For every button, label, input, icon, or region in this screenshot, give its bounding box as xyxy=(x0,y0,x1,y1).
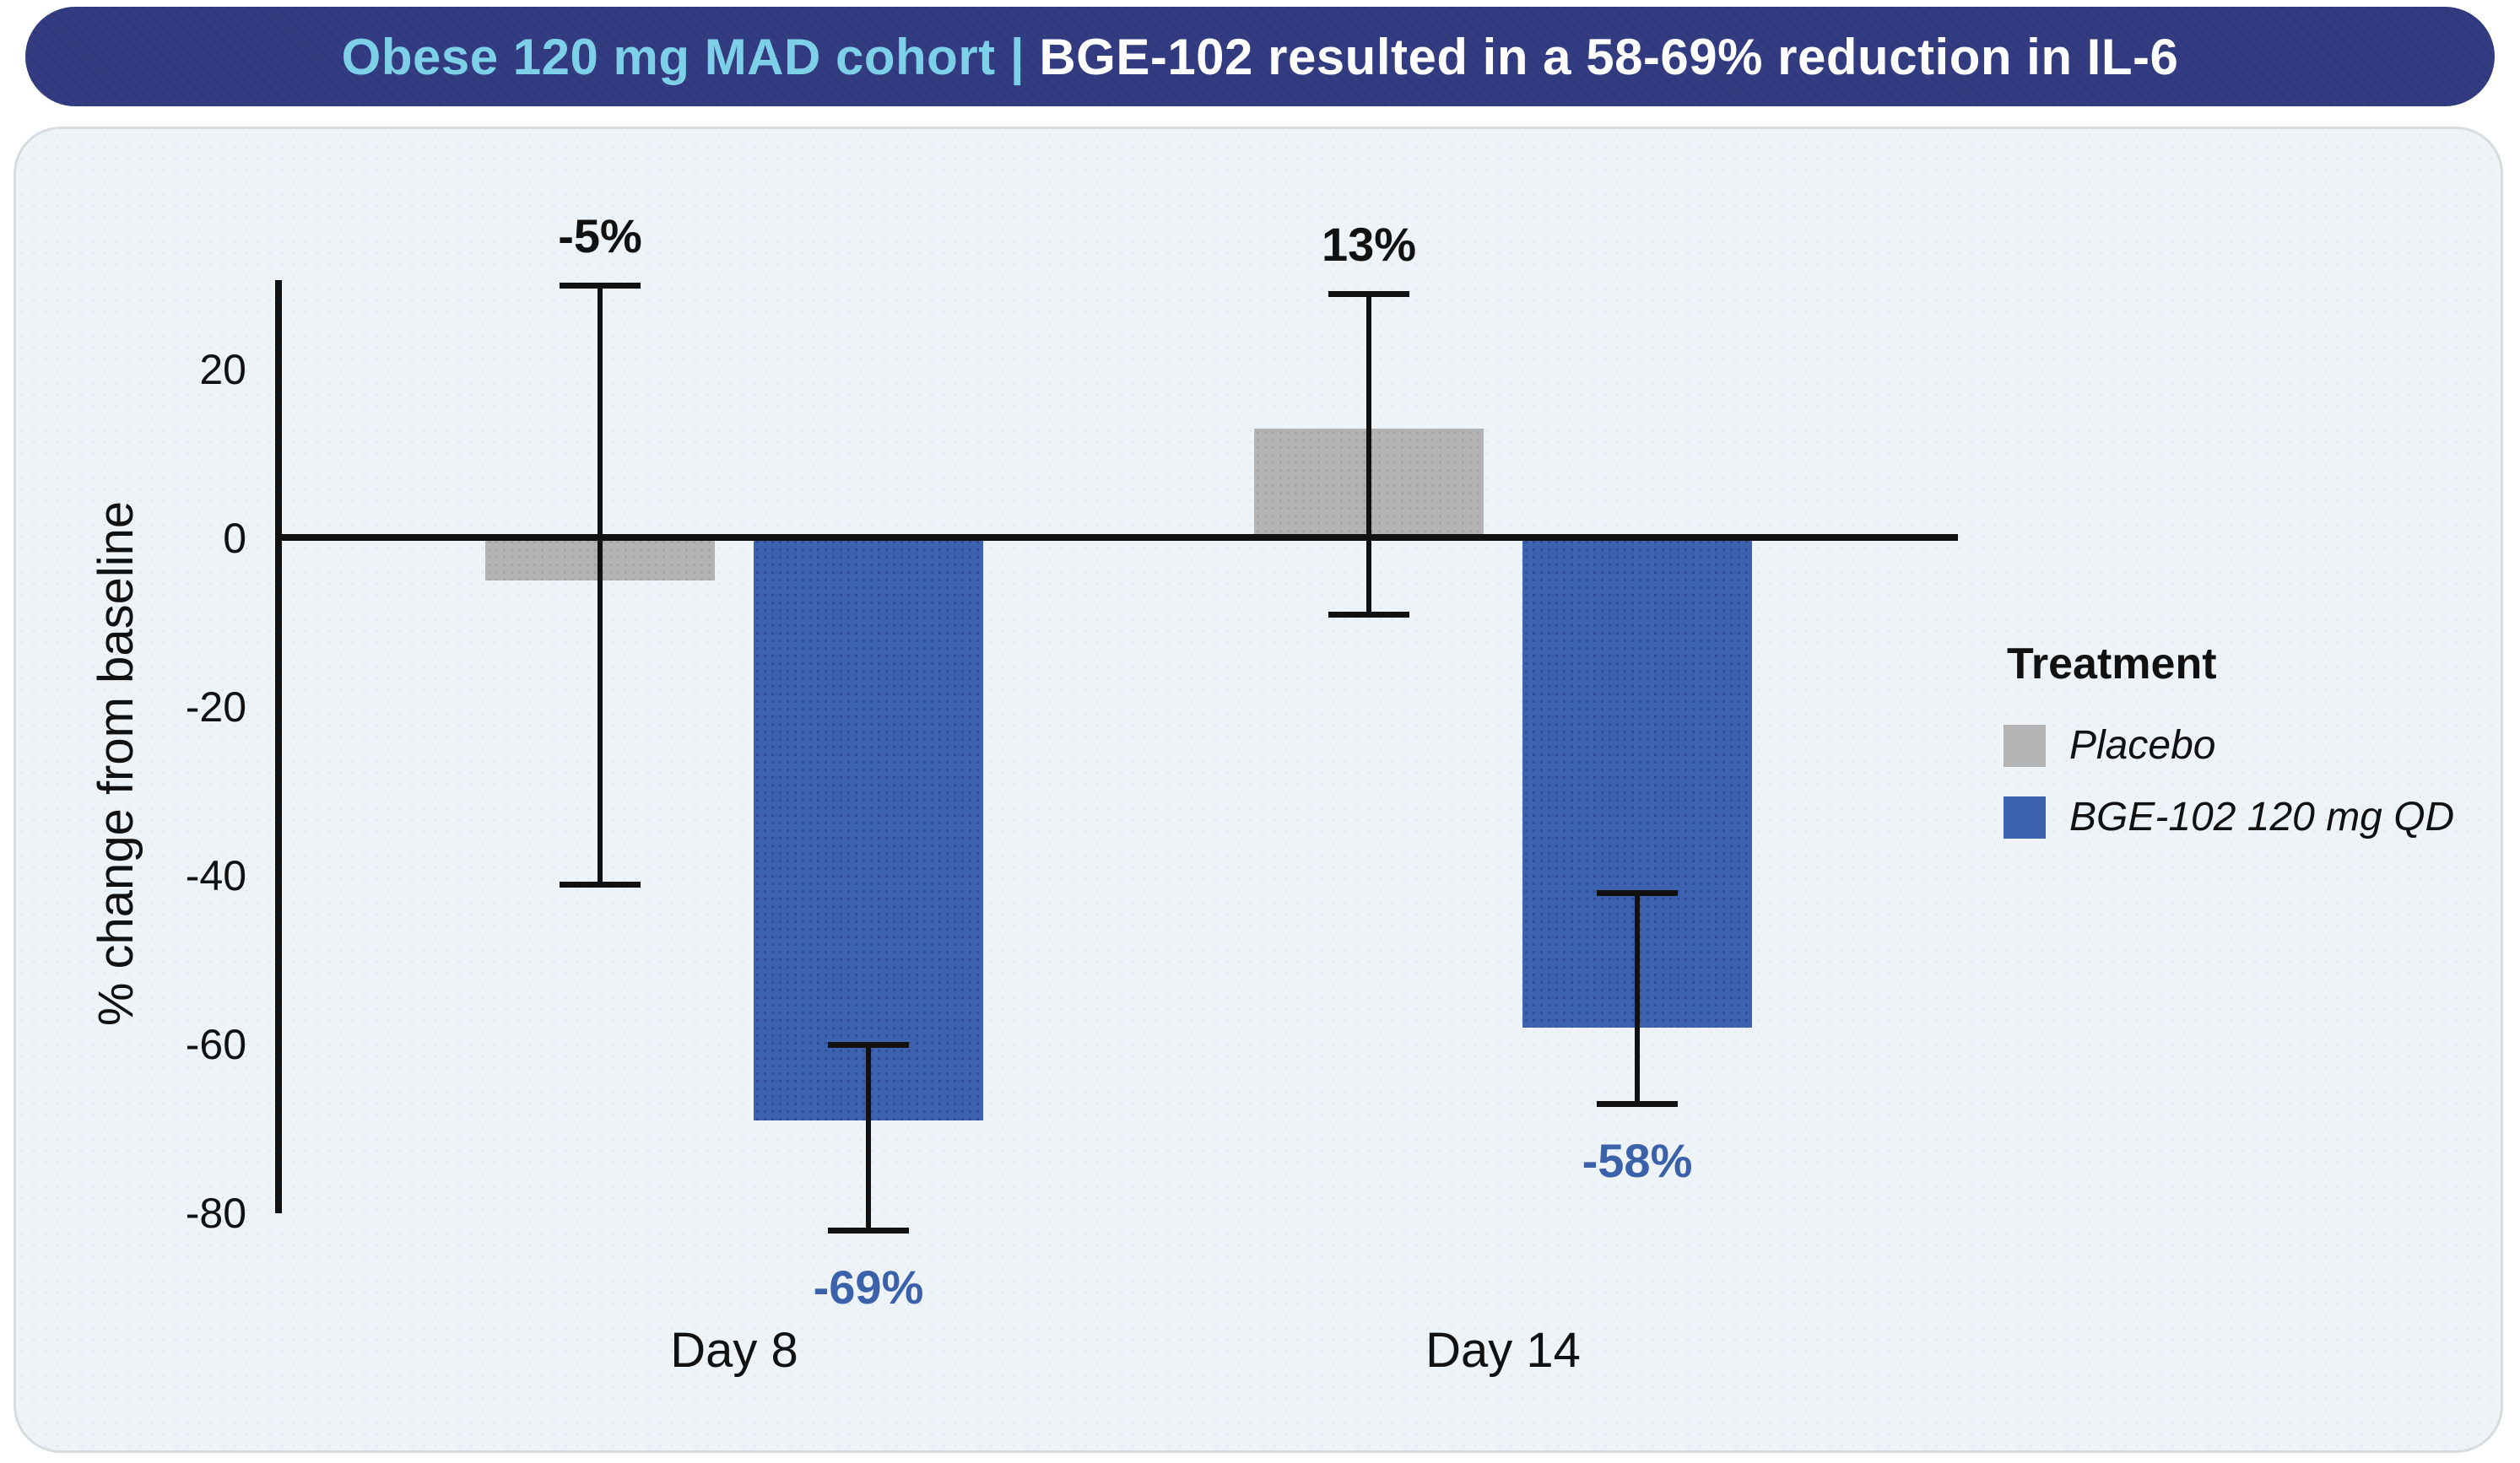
y-tick-label: -80 xyxy=(185,1190,246,1237)
error-bar-cap-bottom xyxy=(560,882,641,888)
bar-value-label: -58% xyxy=(1582,1134,1693,1187)
x-axis-zero-line xyxy=(278,534,1958,541)
y-tick-label: -40 xyxy=(185,852,246,899)
error-bar-line xyxy=(598,285,603,884)
error-bar-cap-bottom xyxy=(1328,612,1409,618)
banner-headline: BGE-102 resulted in a 58-69% reduction i… xyxy=(1039,28,2179,85)
error-bar-cap-top xyxy=(1597,890,1678,896)
chart-card xyxy=(14,127,2503,1453)
error-bar-line xyxy=(866,1045,871,1230)
legend-title: Treatment xyxy=(2007,640,2217,688)
legend-label: Placebo xyxy=(2069,723,2216,768)
error-bar-cap-bottom xyxy=(828,1228,909,1234)
y-tick-label: 20 xyxy=(199,346,246,393)
bar-value-label: 13% xyxy=(1321,218,1417,271)
y-tick-label: -20 xyxy=(185,683,246,731)
legend-label: BGE-102 120 mg QD xyxy=(2069,795,2455,839)
y-axis-title: % change from baseline xyxy=(89,500,143,1027)
banner-cohort-label: Obese 120 mg MAD cohort xyxy=(341,28,996,85)
bar-bge-102-120-mg-qd xyxy=(754,538,983,1120)
error-bar-cap-bottom xyxy=(1597,1101,1678,1107)
bar-value-label: -69% xyxy=(813,1261,924,1314)
error-bar-cap-top xyxy=(560,283,641,289)
error-bar-line xyxy=(1366,294,1371,614)
y-axis-line xyxy=(275,280,282,1213)
legend-swatch-bge-102 xyxy=(2004,796,2046,839)
error-bar-cap-top xyxy=(1328,291,1409,297)
error-bar-line xyxy=(1635,893,1640,1104)
x-category-label: Day 8 xyxy=(670,1323,798,1378)
y-tick-label: -60 xyxy=(185,1021,246,1068)
title-banner: Obese 120 mg MAD cohort | BGE-102 result… xyxy=(25,7,2495,106)
legend-swatch-placebo xyxy=(2004,725,2046,767)
bar-value-label: -5% xyxy=(558,209,642,262)
banner-separator: | xyxy=(995,28,1040,85)
y-tick-label: 0 xyxy=(223,515,246,562)
error-bar-cap-top xyxy=(828,1042,909,1048)
x-category-label: Day 14 xyxy=(1425,1323,1581,1378)
